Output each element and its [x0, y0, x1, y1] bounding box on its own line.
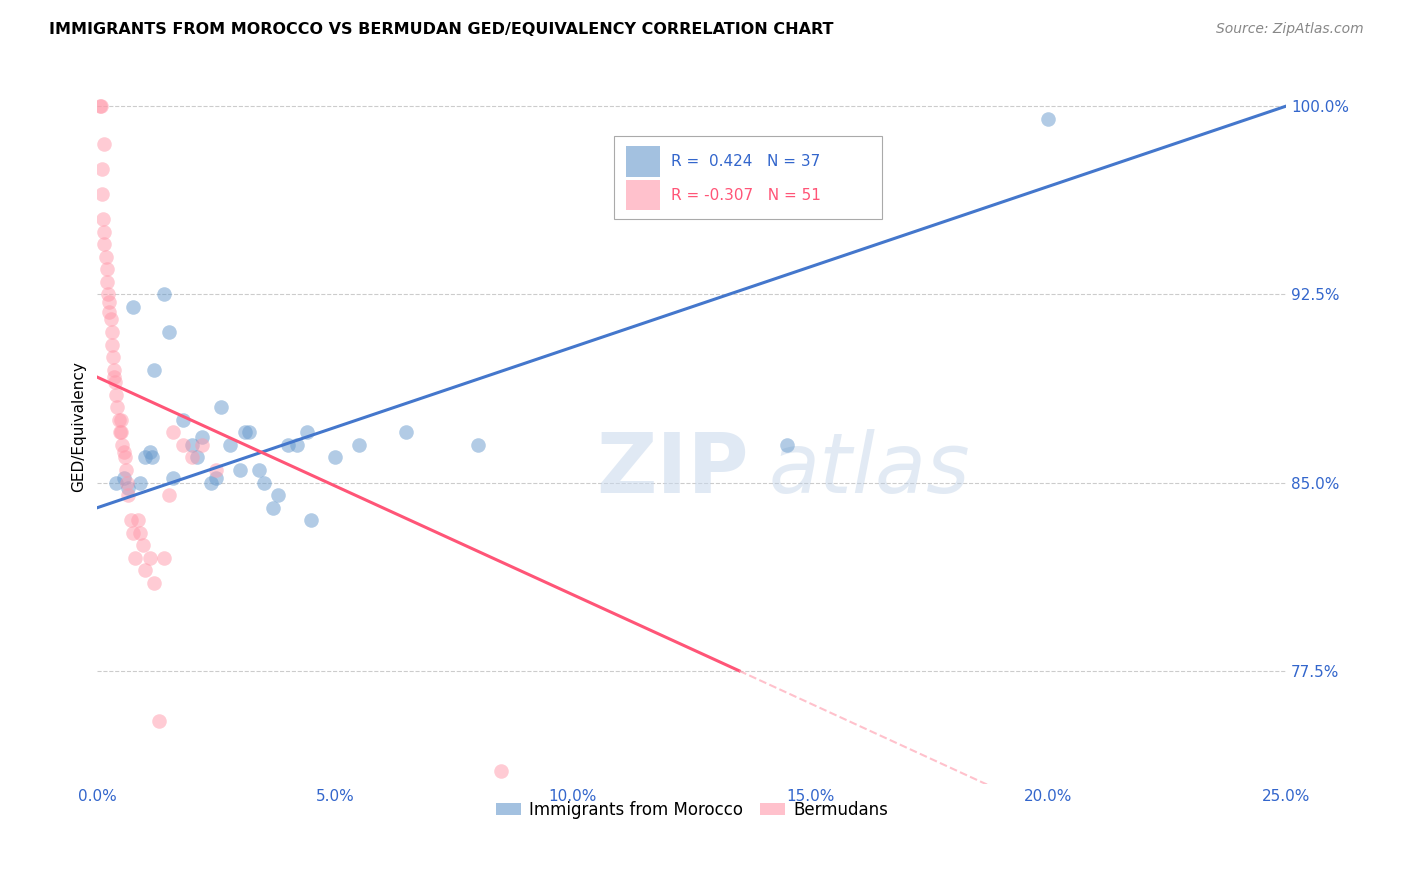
Point	[100, 337, 122, 351]
Point	[131, 538, 153, 552]
Bar	[626, 146, 659, 177]
Point	[347, 438, 370, 452]
Point	[229, 463, 252, 477]
Point	[148, 714, 170, 728]
Point	[115, 475, 138, 490]
Point	[97, 287, 120, 301]
Point	[122, 525, 145, 540]
Point	[172, 413, 194, 427]
Point	[100, 312, 122, 326]
Point	[107, 413, 129, 427]
Point	[120, 513, 142, 527]
Point	[134, 563, 156, 577]
Point	[295, 425, 318, 440]
Point	[141, 450, 163, 465]
FancyBboxPatch shape	[614, 136, 882, 219]
Point	[153, 287, 176, 301]
Point	[162, 470, 184, 484]
Point	[262, 500, 284, 515]
Point	[1038, 112, 1060, 126]
Point	[138, 445, 160, 459]
Point	[127, 513, 149, 527]
Point	[115, 463, 138, 477]
Bar	[626, 180, 659, 211]
Text: Source: ZipAtlas.com: Source: ZipAtlas.com	[1216, 22, 1364, 37]
Point	[124, 550, 146, 565]
Text: atlas: atlas	[769, 428, 970, 509]
Point	[100, 325, 122, 339]
Point	[467, 438, 489, 452]
Point	[267, 488, 290, 502]
Point	[110, 413, 132, 427]
Text: IMMIGRANTS FROM MOROCCO VS BERMUDAN GED/EQUIVALENCY CORRELATION CHART: IMMIGRANTS FROM MOROCCO VS BERMUDAN GED/…	[49, 22, 834, 37]
Point	[233, 425, 256, 440]
Point	[117, 481, 139, 495]
Point	[93, 225, 115, 239]
Point	[247, 463, 270, 477]
Point	[108, 425, 131, 440]
Point	[105, 401, 128, 415]
Point	[200, 475, 222, 490]
Point	[105, 475, 128, 490]
Point	[94, 250, 117, 264]
Point	[112, 445, 135, 459]
Point	[101, 350, 124, 364]
Point	[93, 136, 115, 151]
Point	[143, 362, 166, 376]
Point	[138, 550, 160, 565]
Point	[299, 513, 322, 527]
Point	[89, 99, 111, 113]
Point	[157, 488, 180, 502]
Point	[186, 450, 208, 465]
Point	[172, 438, 194, 452]
Y-axis label: GED/Equivalency: GED/Equivalency	[72, 360, 86, 491]
Point	[129, 525, 152, 540]
Point	[181, 450, 204, 465]
Point	[181, 438, 204, 452]
Text: R = -0.307   N = 51: R = -0.307 N = 51	[672, 187, 821, 202]
Point	[103, 370, 125, 384]
Point	[104, 375, 127, 389]
Legend: Immigrants from Morocco, Bermudans: Immigrants from Morocco, Bermudans	[489, 794, 894, 825]
Point	[395, 425, 418, 440]
Point	[323, 450, 346, 465]
Point	[219, 438, 242, 452]
Point	[103, 362, 125, 376]
Point	[153, 550, 176, 565]
Point	[111, 438, 134, 452]
Point	[129, 475, 152, 490]
Text: R =  0.424   N = 37: R = 0.424 N = 37	[672, 154, 821, 169]
Point	[209, 401, 232, 415]
Point	[157, 325, 180, 339]
Point	[134, 450, 156, 465]
Point	[191, 430, 214, 444]
Point	[776, 438, 799, 452]
Point	[285, 438, 308, 452]
Point	[98, 305, 121, 319]
Text: ZIP: ZIP	[596, 428, 749, 509]
Point	[114, 450, 136, 465]
Point	[277, 438, 299, 452]
Point	[91, 161, 114, 176]
Point	[162, 425, 184, 440]
Point	[93, 237, 115, 252]
Point	[205, 470, 228, 484]
Point	[112, 470, 135, 484]
Point	[143, 576, 166, 591]
Point	[91, 212, 114, 227]
Point	[238, 425, 260, 440]
Point	[191, 438, 214, 452]
Point	[205, 463, 228, 477]
Point	[491, 764, 513, 779]
Point	[105, 388, 128, 402]
Point	[253, 475, 276, 490]
Point	[96, 262, 118, 277]
Point	[91, 186, 114, 201]
Point	[122, 300, 145, 314]
Point	[117, 488, 139, 502]
Point	[110, 425, 132, 440]
Point	[98, 294, 121, 309]
Point	[90, 99, 112, 113]
Point	[96, 275, 118, 289]
